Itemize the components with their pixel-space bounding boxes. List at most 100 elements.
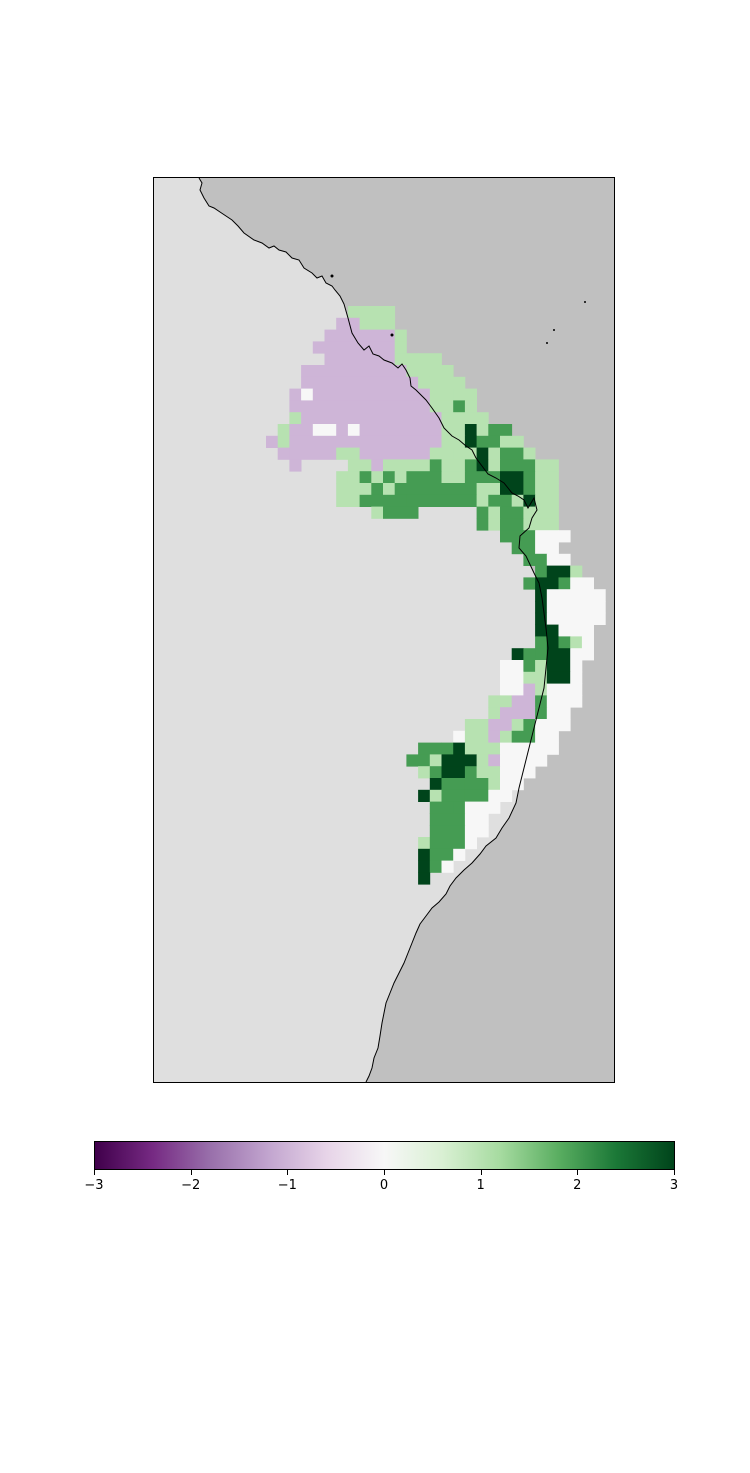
grid-cell [546,624,559,637]
grid-cell [277,435,290,448]
grid-cell [523,518,536,531]
grid-cell [347,317,360,330]
grid-cell [476,506,489,519]
colorbar-tick-label: 1 [476,1178,485,1193]
grid-cell [570,577,594,590]
grid-cell [418,860,431,873]
grid-cell [511,648,524,661]
grid-cell [488,719,513,732]
grid-cell [453,388,477,401]
grid-cell [535,671,548,684]
grid-cell [570,565,583,578]
grid-cell [429,813,466,826]
grid-cell [371,459,384,472]
grid-cell [359,306,396,319]
grid-cell [336,483,360,496]
grid-cell [523,447,536,460]
grid-cell [546,707,571,720]
grid-cell [500,707,513,720]
grid-cell [523,719,536,732]
grid-cell [418,353,442,366]
grid-cell [500,447,524,460]
grid-cell [535,518,559,531]
grid-cell [336,494,360,507]
grid-cell [558,530,571,543]
grid-cell [289,412,302,425]
grid-cell [464,825,477,838]
grid-cell [429,801,454,814]
grid-cell [546,601,606,614]
grid-cell [336,317,349,330]
grid-cell [546,565,571,578]
grid-cell [546,589,606,602]
grid-cell [500,754,548,767]
grid-cell [500,671,524,684]
grid-cell [312,341,396,354]
grid-cell [570,671,583,684]
grid-cell [535,459,559,472]
grid-cell [289,459,302,472]
grid-cell [500,730,513,743]
grid-cell [406,365,431,378]
colorbar-tick-label: 0 [379,1178,389,1193]
grid-cell [441,376,466,389]
grid-cell [418,766,431,779]
map-panel [153,177,615,1083]
grid-cell [546,671,571,684]
grid-cell [476,825,489,838]
grid-cell [488,695,501,708]
grid-cell [500,742,536,755]
island [330,274,334,278]
grid-cell [429,754,442,767]
grid-cell [453,400,466,413]
grid-cell [371,471,384,484]
grid-cell [301,388,314,401]
grid-cell [511,719,524,732]
colorbar-tick-label: 2 [573,1178,582,1193]
grid-cell [289,447,337,460]
grid-cell [289,400,302,413]
grid-cell [464,435,477,448]
grid-cell [347,306,360,319]
grid-cell [500,471,524,484]
grid-cell [476,412,489,425]
grid-cell [406,471,442,484]
grid-cell [347,459,372,472]
colorbar-tick [577,1170,579,1175]
grid-cell [359,471,372,484]
grid-cell [383,506,419,519]
grid-cell [546,612,606,625]
island [546,342,548,344]
grid-cell [523,483,536,496]
grid-cell [546,695,583,708]
colorbar-tick [480,1170,482,1175]
grid-cell [535,577,559,590]
colorbar-tick [190,1170,192,1175]
grid-cell [488,494,513,507]
grid-cell [429,459,442,472]
colorbar [94,1141,675,1170]
colorbar-tick-label: −3 [84,1178,104,1193]
grid-cell [394,483,477,496]
grid-cell [535,648,548,661]
grid-cell [535,471,559,484]
grid-cell [488,730,501,743]
grid-cell [558,624,594,637]
grid-cell [441,412,477,425]
grid-cell [336,471,349,484]
grid-cell [546,683,583,696]
grid-cell [394,353,419,366]
grid-cell [371,506,384,519]
grid-cell [347,471,360,484]
grid-cell [429,400,454,413]
grid-cell [441,435,466,448]
grid-cell [453,848,466,861]
grid-cell [441,754,477,767]
grid-cell [441,789,466,802]
grid-cell [453,447,477,460]
grid-cell [488,789,513,802]
map-canvas [154,178,614,1082]
grid-cell [546,636,559,649]
grid-cell [429,388,454,401]
grid-cell [464,778,489,791]
